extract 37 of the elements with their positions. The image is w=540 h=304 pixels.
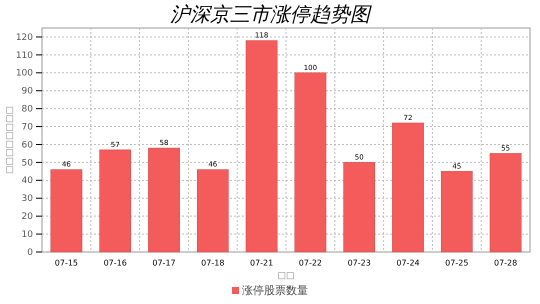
x-axis-title: □□ (277, 271, 295, 281)
bar (148, 148, 180, 252)
y-tick-label: 120 (16, 32, 34, 43)
y-tick-label: 20 (22, 212, 34, 222)
y-tick-label: 70 (22, 122, 34, 132)
x-tick-label: 07-21 (250, 258, 274, 268)
x-tick-label: 07-15 (54, 258, 78, 268)
y-tick-label: 90 (22, 86, 34, 97)
y-tick-label: 100 (16, 68, 34, 79)
y-tick-label: 60 (22, 140, 34, 150)
x-tick-label: 07-18 (201, 258, 224, 268)
y-tick-label: 50 (22, 158, 34, 168)
y-tick-label: 40 (22, 176, 34, 186)
bar (440, 171, 473, 252)
y-tick-label: 30 (22, 194, 34, 204)
x-tick-label: 07-22 (298, 258, 322, 268)
bar (392, 122, 424, 252)
x-tick-label: 07-17 (152, 258, 176, 268)
bar (294, 72, 326, 252)
x-tick-label: 07-16 (104, 258, 127, 268)
y-tick-label: 10 (22, 230, 34, 240)
chart-title: 沪深京三市涨停趋势图 (170, 2, 372, 26)
x-tick-label: 07-28 (494, 258, 518, 268)
legend-label: 涨停股票数量 (242, 284, 308, 297)
y-tick-label: 80 (22, 104, 34, 115)
x-tick-label: 07-25 (445, 258, 468, 268)
y-axis-title: □□□□□□□□ (5, 106, 15, 174)
bar (99, 150, 132, 252)
bar (246, 40, 278, 252)
y-tick-label: 0 (27, 248, 34, 258)
bar (490, 153, 522, 252)
x-tick-label: 07-23 (348, 258, 371, 268)
x-tick-label: 07-24 (396, 258, 420, 268)
bar (196, 169, 229, 252)
bar (50, 169, 82, 252)
y-tick-label: 110 (16, 50, 34, 61)
bar (343, 162, 376, 252)
